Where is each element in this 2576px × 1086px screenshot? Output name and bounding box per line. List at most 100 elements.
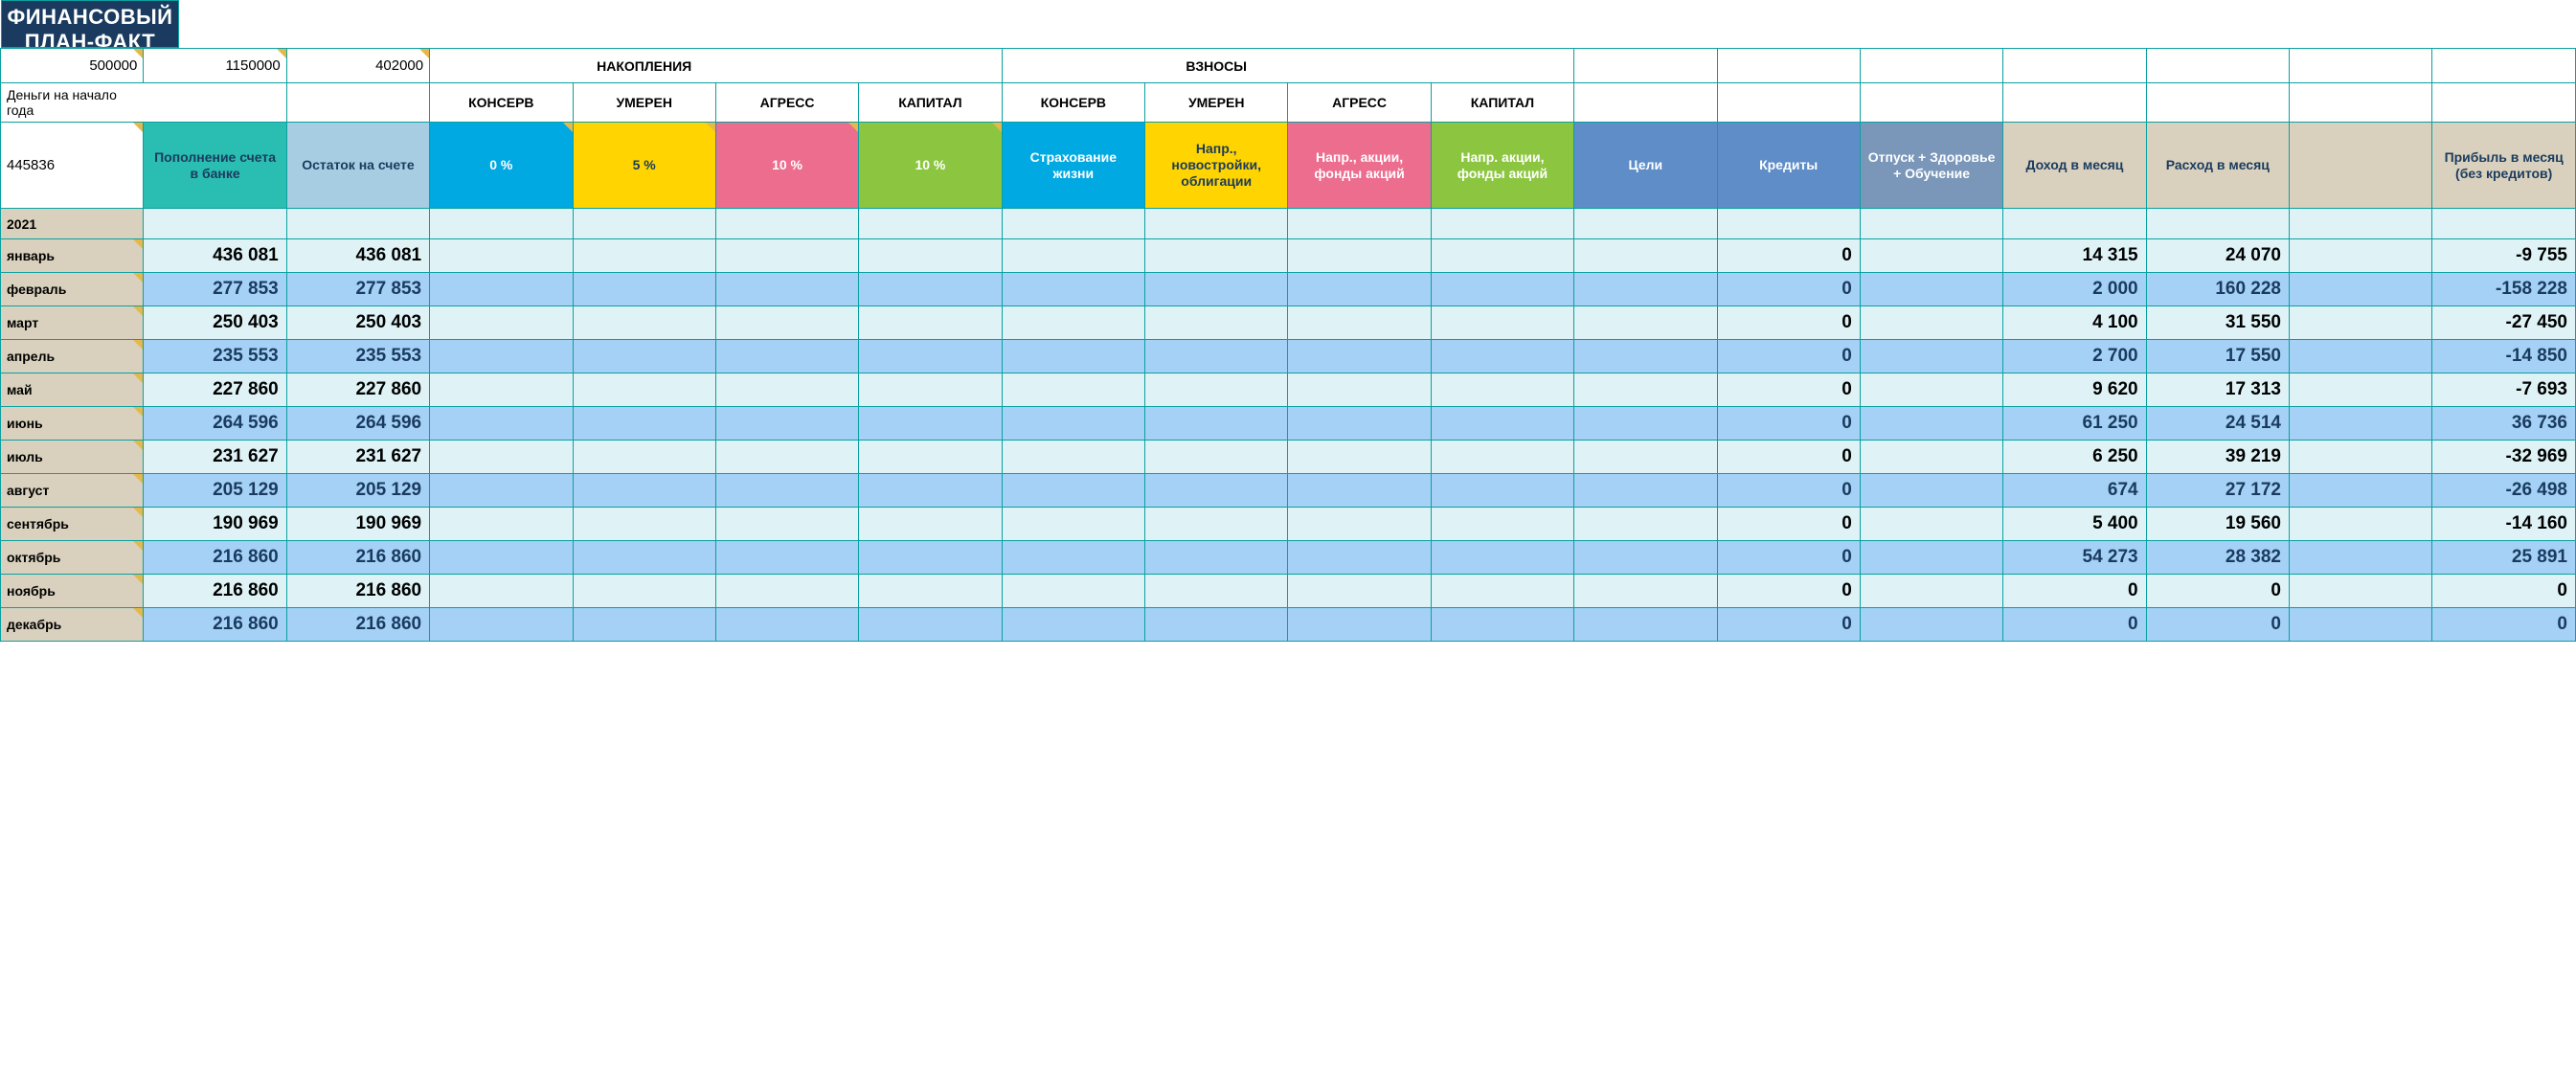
empty-cell[interactable] [2290,508,2432,541]
empty-cell[interactable] [2290,541,2432,575]
cell-value[interactable]: 2 700 [2003,340,2146,373]
empty-cell[interactable] [1002,608,1144,642]
empty-cell[interactable] [1574,407,1717,441]
empty-cell[interactable] [430,239,573,273]
month-label[interactable]: май [1,373,144,407]
cell-value[interactable]: 0 [1717,407,1860,441]
empty-cell[interactable] [1002,441,1144,474]
cell-value[interactable]: 24 514 [2146,407,2289,441]
empty-cell[interactable] [430,340,573,373]
empty-cell[interactable] [1860,340,2002,373]
empty-cell[interactable] [1860,575,2002,608]
empty-cell[interactable] [1574,608,1717,642]
empty-cell[interactable] [1145,608,1288,642]
month-label[interactable]: декабрь [1,608,144,642]
empty-cell[interactable] [859,340,1002,373]
empty-cell[interactable] [1431,508,1573,541]
cell-value[interactable]: -9 755 [2432,239,2576,273]
cell-value[interactable]: -14 850 [2432,340,2576,373]
empty-cell[interactable] [1574,508,1717,541]
empty-cell[interactable] [1431,608,1573,642]
empty-cell[interactable] [1288,306,1431,340]
empty-cell[interactable] [715,273,858,306]
empty-cell[interactable] [1574,474,1717,508]
empty-cell[interactable] [1431,373,1573,407]
empty-cell[interactable] [2290,407,2432,441]
empty-cell[interactable] [1574,340,1717,373]
empty-cell[interactable] [1431,441,1573,474]
cell-value[interactable]: 0 [1717,306,1860,340]
top-val-1[interactable]: 1150000 [144,49,286,83]
empty-cell[interactable] [1574,441,1717,474]
month-label[interactable]: февраль [1,273,144,306]
cell-value[interactable]: 277 853 [144,273,286,306]
empty-cell[interactable] [1574,575,1717,608]
empty-cell[interactable] [2290,306,2432,340]
empty-cell[interactable] [1860,306,2002,340]
empty-cell[interactable] [1860,508,2002,541]
cell-value[interactable]: 17 313 [2146,373,2289,407]
cell-value[interactable]: 25 891 [2432,541,2576,575]
month-label[interactable]: март [1,306,144,340]
empty-cell[interactable] [1145,239,1288,273]
empty-cell[interactable] [715,441,858,474]
cell-value[interactable]: 277 853 [286,273,429,306]
cell-value[interactable]: 39 219 [2146,441,2289,474]
empty-cell[interactable] [715,373,858,407]
empty-cell[interactable] [2290,575,2432,608]
empty-cell[interactable] [430,373,573,407]
empty-cell[interactable] [1002,239,1144,273]
empty-cell[interactable] [859,273,1002,306]
empty-cell[interactable] [1288,441,1431,474]
empty-cell[interactable] [1145,441,1288,474]
cell-value[interactable]: -7 693 [2432,373,2576,407]
empty-cell[interactable] [2290,273,2432,306]
cell-value[interactable]: 0 [1717,239,1860,273]
cell-value[interactable]: 0 [1717,340,1860,373]
top-val-0[interactable]: 500000 [1,49,144,83]
empty-cell[interactable] [1431,273,1573,306]
cell-value[interactable]: 0 [2432,608,2576,642]
empty-cell[interactable] [715,474,858,508]
empty-cell[interactable] [859,407,1002,441]
cell-value[interactable]: 250 403 [144,306,286,340]
cell-value[interactable]: -26 498 [2432,474,2576,508]
empty-cell[interactable] [859,474,1002,508]
empty-cell[interactable] [1574,273,1717,306]
empty-cell[interactable] [1145,306,1288,340]
empty-cell[interactable] [715,239,858,273]
empty-cell[interactable] [1288,575,1431,608]
month-label[interactable]: сентябрь [1,508,144,541]
empty-cell[interactable] [1574,239,1717,273]
empty-cell[interactable] [1860,608,2002,642]
empty-cell[interactable] [1860,407,2002,441]
empty-cell[interactable] [1002,340,1144,373]
empty-cell[interactable] [573,340,715,373]
empty-cell[interactable] [2290,441,2432,474]
empty-cell[interactable] [2290,340,2432,373]
cell-value[interactable]: 231 627 [286,441,429,474]
cell-value[interactable]: 190 969 [286,508,429,541]
top-val-2[interactable]: 402000 [286,49,429,83]
empty-cell[interactable] [715,340,858,373]
empty-cell[interactable] [1288,541,1431,575]
cell-value[interactable]: 0 [1717,373,1860,407]
empty-cell[interactable] [859,239,1002,273]
cell-value[interactable]: 231 627 [144,441,286,474]
cell-value[interactable]: 216 860 [286,541,429,575]
cell-value[interactable]: -32 969 [2432,441,2576,474]
cell-value[interactable]: 436 081 [286,239,429,273]
empty-cell[interactable] [1145,541,1288,575]
empty-cell[interactable] [1145,474,1288,508]
empty-cell[interactable] [1860,273,2002,306]
cell-value[interactable]: 0 [1717,273,1860,306]
cell-value[interactable]: 0 [2003,608,2146,642]
empty-cell[interactable] [2290,474,2432,508]
empty-cell[interactable] [1431,340,1573,373]
empty-cell[interactable] [573,306,715,340]
empty-cell[interactable] [1288,474,1431,508]
empty-cell[interactable] [573,541,715,575]
month-label[interactable]: июнь [1,407,144,441]
empty-cell[interactable] [859,508,1002,541]
cell-value[interactable]: 0 [2146,608,2289,642]
